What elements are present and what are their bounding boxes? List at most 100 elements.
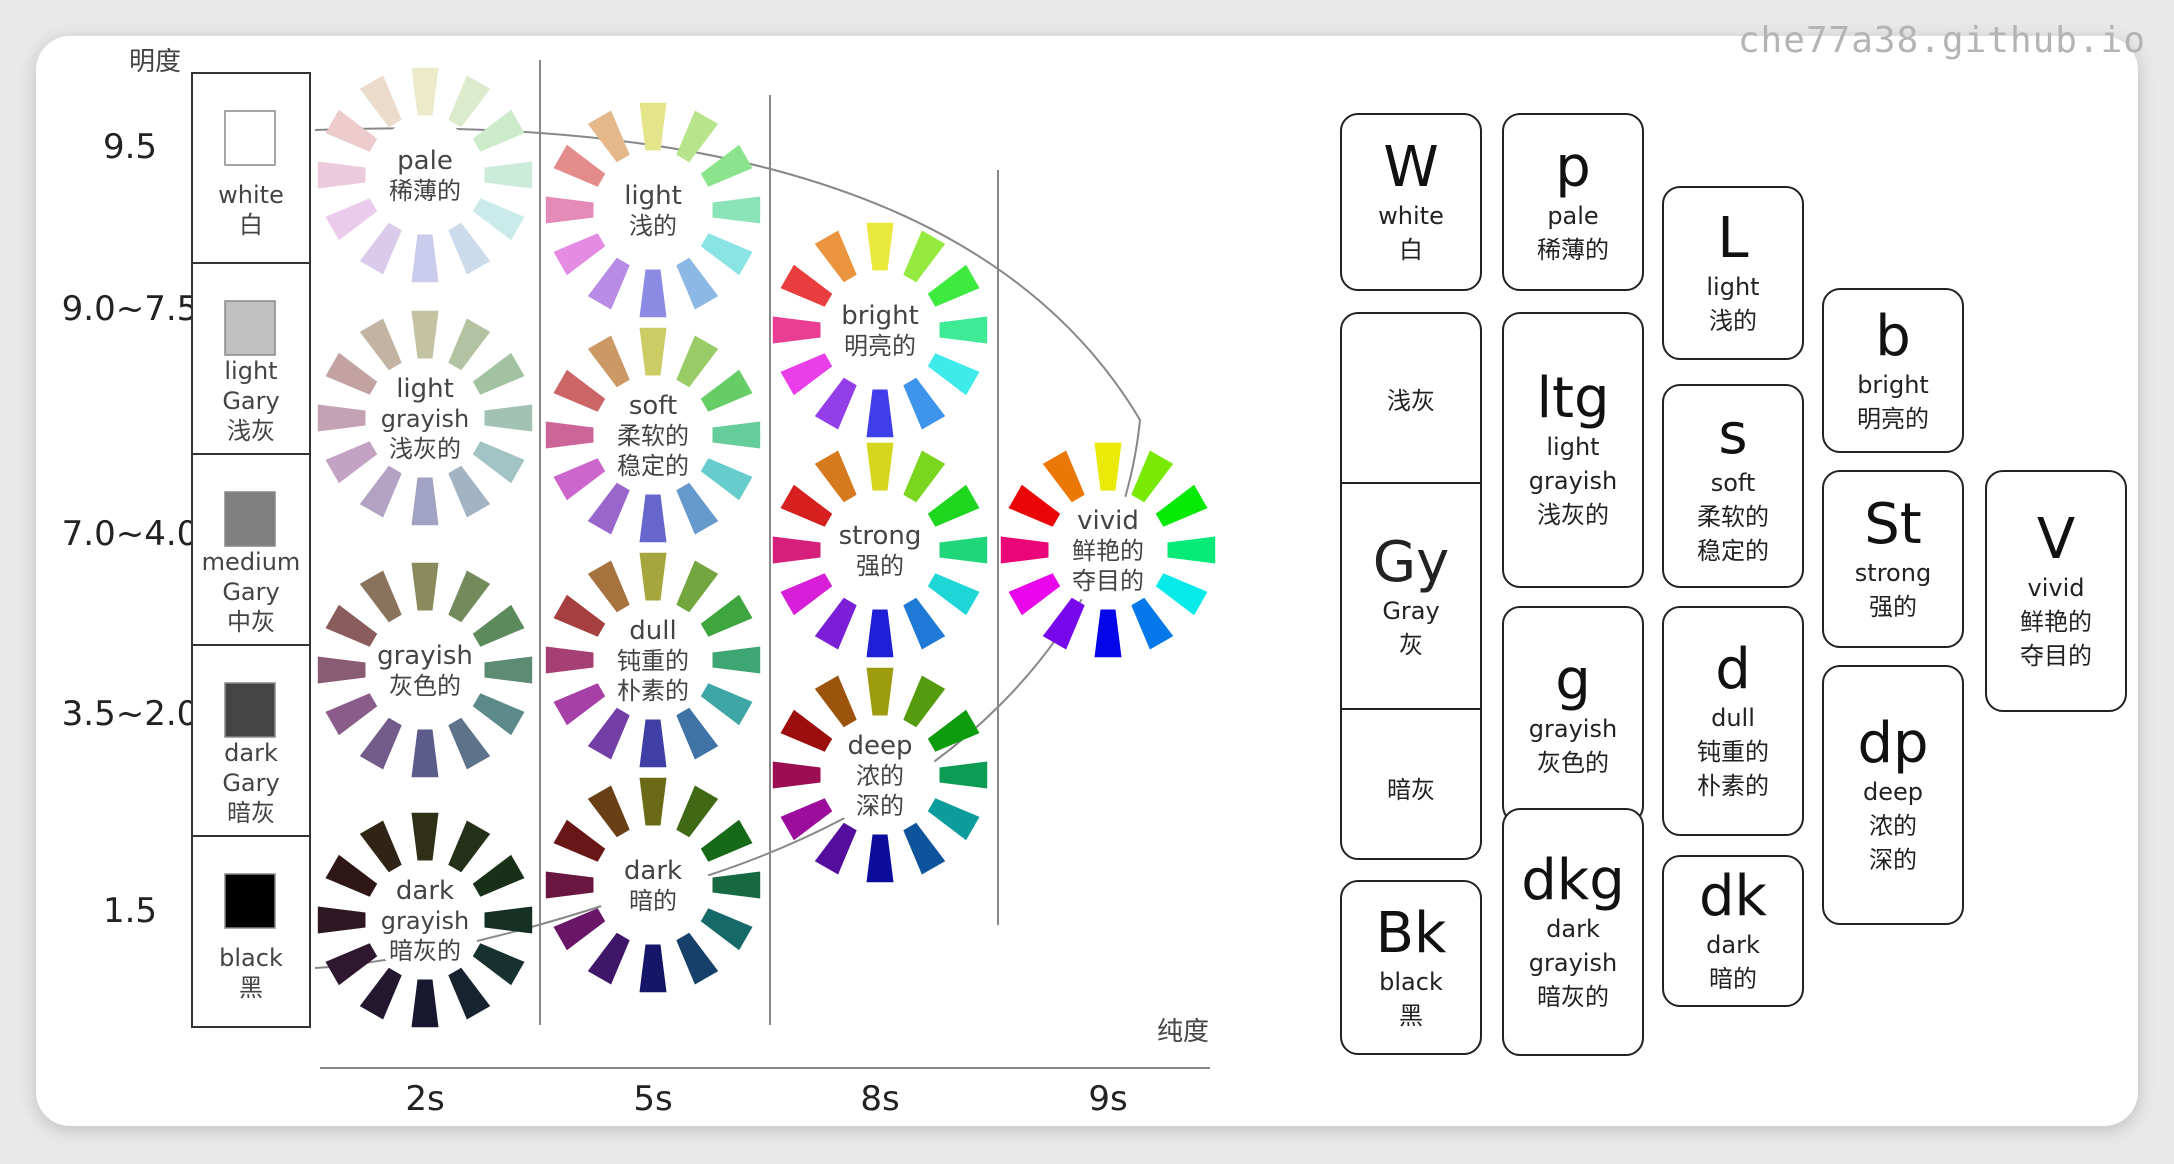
wheel-segment xyxy=(639,719,667,768)
wheel-segment xyxy=(472,352,525,395)
wheel-segment xyxy=(359,820,402,873)
wheel-segment xyxy=(553,458,606,501)
wheel-segment xyxy=(411,67,439,116)
wheel-segment xyxy=(639,552,667,601)
gray-swatch xyxy=(224,682,276,738)
wheel-segment xyxy=(587,257,630,310)
tile-gray: 浅灰 Gy Gray 灰 暗灰 xyxy=(1340,312,1482,860)
tile-label: light xyxy=(1706,273,1760,301)
wheel-segment xyxy=(780,709,833,752)
gray-scale-label: 中灰 xyxy=(227,608,275,636)
wheel-segment xyxy=(939,316,988,344)
y-level-label: 9.0~7.5 xyxy=(62,289,199,329)
wheel-segment xyxy=(411,477,439,526)
tile-label: dull xyxy=(1711,704,1755,732)
wheel-segment xyxy=(927,573,980,616)
wheel-segment xyxy=(866,222,894,271)
wheel-segment xyxy=(1131,597,1174,650)
wheel-label: deep xyxy=(848,731,913,761)
wheel-segment xyxy=(814,230,857,283)
wheel-center xyxy=(369,864,481,976)
wheel-segment xyxy=(317,161,366,189)
wheel-segment xyxy=(1155,484,1208,527)
wheel-segment xyxy=(325,198,378,241)
tile-label: pale xyxy=(1547,202,1599,230)
tile-dkg: dkg dark grayish 暗灰的 xyxy=(1502,808,1644,1056)
wheel-segment xyxy=(1000,536,1049,564)
wheel-segment xyxy=(814,675,857,728)
tile-label: 浅灰的 xyxy=(1537,501,1609,529)
wheel-segment xyxy=(587,335,630,388)
tile-code: W xyxy=(1383,135,1439,200)
wheel-segment xyxy=(484,404,533,432)
wheel-segment xyxy=(587,707,630,760)
wheel-label: strong xyxy=(839,521,922,551)
wheel-center xyxy=(369,362,481,474)
wheel-segment xyxy=(639,944,667,993)
tile-gray-light-label: 浅灰 xyxy=(1387,386,1435,415)
wheel-label: grayish xyxy=(381,405,469,433)
wheel-segment xyxy=(317,404,366,432)
wheel-segment xyxy=(772,316,821,344)
y-level-label: 7.0~4.0 xyxy=(62,514,199,554)
tile-label: grayish xyxy=(1528,949,1618,977)
tile-label: 浅的 xyxy=(1709,307,1757,335)
wheel-label: soft xyxy=(629,391,677,421)
tile-label: 明亮的 xyxy=(1857,404,1929,433)
x-level-label: 8s xyxy=(860,1079,899,1119)
tile-code: V xyxy=(2036,507,2076,572)
wheel-segment xyxy=(411,729,439,778)
y-level-label: 1.5 xyxy=(103,891,157,931)
x-level-label: 9s xyxy=(1088,1079,1127,1119)
wheel-segment xyxy=(472,693,525,736)
wheel-segment xyxy=(587,482,630,535)
y-level-label: 9.5 xyxy=(103,127,157,167)
tile-label: 灰色的 xyxy=(1537,749,1609,777)
wheel-segment xyxy=(700,458,753,501)
x-level-label: 2s xyxy=(405,1079,444,1119)
wheel-center xyxy=(597,829,709,941)
tile-label: 夺目的 xyxy=(2020,642,2092,670)
wheel-label: 夺目的 xyxy=(1072,567,1144,595)
wheel-segment xyxy=(700,594,753,637)
gray-scale-label: 白 xyxy=(239,211,263,239)
wheel-segment xyxy=(587,932,630,985)
wheel-segment xyxy=(927,798,980,841)
wheel-segment xyxy=(359,222,402,275)
wheel-label: dark xyxy=(396,876,454,906)
wheel-segment xyxy=(545,871,594,899)
wheel-label: bright xyxy=(841,301,919,331)
wheel-segment xyxy=(676,785,719,838)
tile-label: soft xyxy=(1710,469,1756,497)
gray-scale-label: medium xyxy=(202,548,301,576)
tile-label: 朴素的 xyxy=(1697,772,1769,800)
wheel-segment xyxy=(1008,573,1061,616)
tile-code: St xyxy=(1864,492,1922,557)
wheel-segment xyxy=(780,484,833,527)
wheel-segment xyxy=(639,494,667,543)
wheel-segment xyxy=(866,609,894,658)
wheel-segment xyxy=(1167,536,1216,564)
wheel-label: light xyxy=(624,181,682,211)
wheel-segment xyxy=(317,906,366,934)
x-axis-title: 纯度 xyxy=(1157,1017,1209,1047)
tile-code: dk xyxy=(1699,864,1767,929)
x-level-label: 5s xyxy=(633,1079,672,1119)
wheel-label: 强的 xyxy=(856,552,904,580)
tile-st: St strong 强的 xyxy=(1822,470,1964,648)
tile-bk: Bk black 黑 xyxy=(1340,880,1482,1055)
gray-swatch xyxy=(224,110,276,166)
wheel-segment xyxy=(639,102,667,151)
wheel-segment xyxy=(411,310,439,359)
tile-label: 稀薄的 xyxy=(1537,236,1609,264)
wheel-center xyxy=(824,719,936,831)
wheel-segment xyxy=(545,646,594,674)
tile-code: dkg xyxy=(1521,848,1625,913)
gray-scale-label: dark xyxy=(224,739,278,767)
wheel-segment xyxy=(359,570,402,623)
